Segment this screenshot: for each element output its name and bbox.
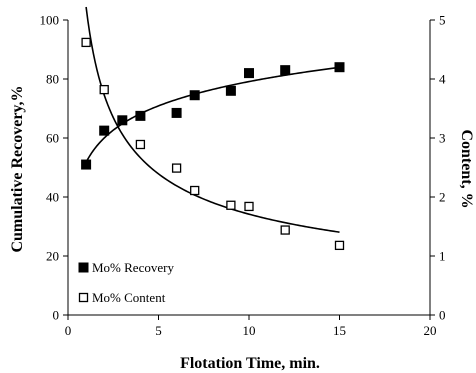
y-left-axis-title: Cumulative Recovery,%: [9, 85, 26, 252]
x-tick-label: 0: [65, 323, 72, 338]
y-right-tick-label: 0: [439, 308, 446, 323]
recovery-data-point: [225, 85, 236, 96]
legend-swatch-recovery: [78, 262, 89, 273]
trendline-layer: [85, 6, 340, 233]
y-right-tick-label: 3: [439, 131, 446, 146]
y-left-tick-label: 60: [46, 131, 59, 146]
recovery-data-point: [280, 65, 291, 76]
y-left-tick-label: 80: [46, 72, 59, 87]
y-right-axis-title: Content, %: [458, 129, 475, 208]
recovery-data-point: [171, 107, 182, 118]
y-left-tick-label: 0: [53, 308, 60, 323]
legend-label-content: Mo% Content: [92, 290, 166, 305]
content-data-point: [280, 225, 290, 235]
recovery-trendline: [85, 66, 340, 163]
x-tick-label: 20: [424, 323, 437, 338]
legend-label-recovery: Mo% Recovery: [92, 260, 174, 275]
content-data-point: [81, 37, 91, 48]
recovery-data-point: [334, 62, 345, 73]
y-left-tick-label: 20: [46, 249, 59, 264]
y-left-tick-label: 100: [40, 13, 60, 28]
recovery-data-point: [135, 110, 146, 121]
content-data-point: [226, 200, 236, 210]
legend-swatch-content: [78, 292, 89, 303]
y-right-tick-label: 5: [439, 13, 446, 28]
x-tick-label: 15: [333, 323, 346, 338]
recovery-data-point: [189, 90, 200, 101]
content-trendline: [85, 6, 340, 233]
recovery-data-point: [117, 115, 128, 126]
legend: Mo% Recovery Mo% Content: [78, 260, 174, 305]
y-right-tick-label: 4: [439, 72, 446, 87]
x-axis-title: Flotation Time, min.: [180, 355, 320, 372]
data-points-layer: [81, 37, 345, 251]
content-data-point: [171, 163, 182, 173]
recovery-data-point: [81, 159, 92, 170]
y-left-tick-label: 40: [46, 190, 59, 205]
content-data-point: [99, 84, 109, 95]
x-tick-label: 5: [155, 323, 162, 338]
recovery-data-point: [244, 68, 254, 79]
recovery-data-point: [99, 125, 110, 136]
y-right-tick-label: 2: [439, 190, 446, 205]
content-data-point: [135, 139, 146, 150]
x-tick-label: 10: [243, 323, 256, 338]
content-data-point: [190, 185, 200, 196]
content-data-point: [244, 201, 254, 212]
y-right-tick-label: 1: [439, 249, 446, 264]
content-data-point: [334, 240, 345, 251]
